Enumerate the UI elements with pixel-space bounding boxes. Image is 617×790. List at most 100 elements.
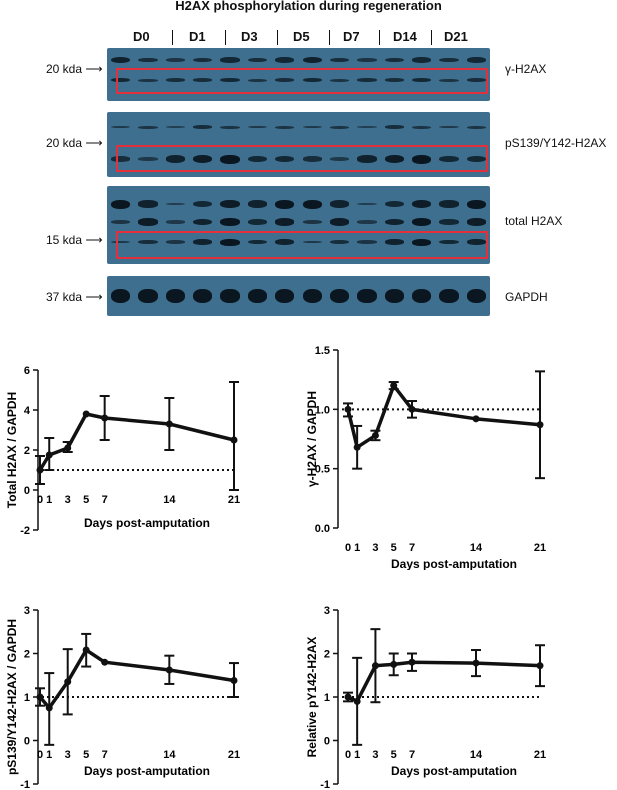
blot-band	[220, 199, 240, 209]
blot-band	[357, 78, 377, 82]
blot-band	[138, 239, 158, 245]
lane-divider	[225, 30, 226, 45]
marker-label: 15 kda ⟶	[46, 233, 103, 247]
blot-band	[466, 57, 486, 63]
blot-band	[193, 57, 213, 63]
blot-band	[220, 77, 240, 83]
blot-band	[384, 78, 404, 82]
blot-band	[439, 289, 459, 303]
y-tick-label: 1	[24, 692, 30, 704]
data-point	[344, 693, 352, 701]
data-point	[101, 414, 109, 422]
x-tick-label: 0	[37, 494, 43, 506]
x-tick-label: 0	[345, 749, 351, 761]
y-tick-label: -2	[20, 525, 30, 537]
y-tick-label: 2	[24, 445, 30, 457]
blot-band	[138, 200, 158, 208]
blot-band	[111, 220, 131, 224]
blot-band	[439, 155, 459, 163]
data-point	[36, 466, 44, 474]
blot-band	[165, 58, 186, 62]
blot-band	[165, 220, 186, 224]
blot-band	[411, 199, 432, 209]
x-tick-label: 0	[345, 542, 351, 554]
blot-band	[411, 154, 432, 164]
blot-band	[439, 239, 459, 245]
y-tick-label: 1.0	[315, 404, 330, 416]
arrow-right-icon: ⟶	[85, 290, 103, 304]
x-axis-label: Days post-amputation	[84, 764, 210, 778]
x-tick-label: 0	[37, 749, 43, 761]
lane-label: D5	[293, 29, 310, 44]
y-tick-label: 3	[24, 605, 30, 617]
blot-band	[111, 156, 131, 162]
data-point	[536, 421, 544, 429]
y-tick-label: 0	[24, 736, 30, 748]
blot-band	[302, 156, 322, 162]
lane-label: D14	[393, 29, 417, 44]
lane-divider	[329, 30, 330, 45]
blot-band	[411, 218, 432, 226]
y-tick-label: 2	[24, 649, 30, 661]
blot-band	[247, 239, 268, 245]
data-point	[36, 693, 44, 701]
blot-band	[466, 218, 486, 226]
blot-band	[275, 199, 295, 209]
y-tick-label: 1.5	[315, 345, 330, 357]
x-tick-label: 3	[65, 494, 71, 506]
highlight-box	[116, 145, 488, 172]
y-axis-label: Total H2AX / GAPDH	[5, 392, 19, 508]
blot-band	[275, 218, 295, 226]
blot-band	[111, 125, 131, 129]
x-tick-label: 5	[83, 749, 89, 761]
marker-label: 20 kda ⟶	[46, 136, 103, 150]
x-tick-label: 21	[228, 494, 240, 506]
blot-band	[138, 57, 158, 63]
x-tick-label: 14	[470, 542, 483, 554]
blot-band	[329, 57, 350, 63]
blot-band	[329, 157, 350, 161]
blot-band	[302, 125, 322, 129]
blot-band	[138, 289, 158, 303]
x-axis-label: Days post-amputation	[391, 557, 517, 570]
blot-band	[165, 155, 186, 163]
x-tick-label: 1	[46, 749, 52, 761]
blot-band	[439, 219, 459, 225]
data-point	[230, 436, 238, 444]
blot-band	[275, 125, 295, 129]
x-tick-label: 14	[163, 494, 176, 506]
blot-band	[247, 125, 268, 129]
y-tick-label: 1	[324, 692, 330, 704]
blot-band	[439, 57, 459, 63]
blot-band	[302, 289, 322, 303]
lane-label: D0	[133, 29, 150, 44]
y-tick-label: 0	[24, 485, 30, 497]
lane-divider	[172, 30, 173, 45]
y-tick-label: 0	[324, 736, 330, 748]
blot-band	[357, 202, 377, 206]
blot-band	[384, 125, 404, 129]
data-point	[45, 451, 53, 459]
blot-band	[466, 199, 486, 209]
lane-label: D3	[241, 29, 258, 44]
x-tick-label: 7	[409, 749, 415, 761]
blot-band	[357, 58, 377, 62]
x-tick-label: 1	[354, 542, 360, 554]
y-tick-label: 0.0	[315, 523, 330, 535]
blot-band	[275, 289, 295, 303]
blot-band	[302, 199, 322, 209]
blot-band	[220, 289, 240, 303]
protein-label: γ-H2AX	[505, 62, 547, 76]
blot-band	[302, 220, 322, 224]
blot-band	[384, 154, 404, 164]
y-tick-label: 4	[24, 405, 31, 417]
x-tick-label: 1	[46, 494, 52, 506]
blot-band	[220, 238, 240, 246]
blot-band	[247, 289, 268, 303]
data-point	[101, 658, 109, 666]
blot-band	[384, 239, 404, 245]
blot-band	[220, 125, 240, 129]
blot-band	[439, 125, 459, 129]
blot-band	[165, 78, 186, 82]
x-axis-label: Days post-amputation	[391, 764, 517, 778]
